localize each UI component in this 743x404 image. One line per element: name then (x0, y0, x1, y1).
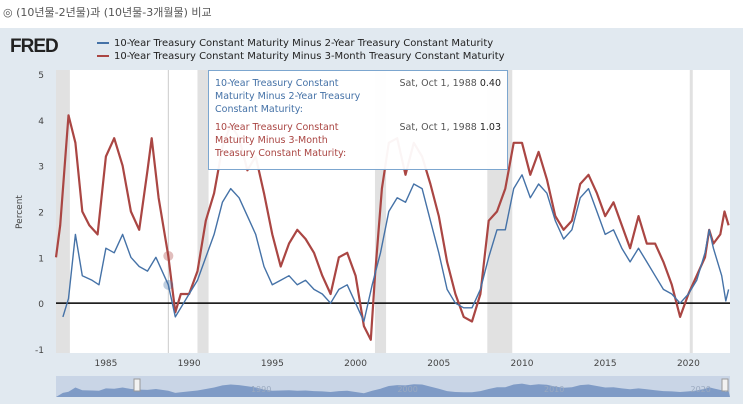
hover-marker (163, 250, 174, 261)
y-tick-label: 0 (38, 300, 44, 310)
navigator-label: 1990 (251, 385, 271, 394)
y-tick-label: -1 (35, 346, 44, 356)
y-tick-label: 3 (38, 163, 44, 173)
tooltip-value: 0.40 (479, 78, 501, 89)
x-tick-label: 1990 (178, 359, 201, 369)
legend-label: 10-Year Treasury Constant Maturity Minus… (114, 51, 505, 62)
legend-item-10y-2y[interactable]: 10-Year Treasury Constant Maturity Minus… (97, 38, 493, 49)
tooltip-date: Sat, Oct 1, 1988 (399, 122, 477, 133)
tooltip-row-10y-2y: 10-Year Treasury Constant Maturity Minus… (215, 77, 501, 116)
x-tick-label: 1995 (261, 359, 284, 369)
x-tick-label: 2000 (344, 359, 367, 369)
recession-band (56, 70, 70, 353)
x-tick-label: 2015 (594, 359, 617, 369)
tooltip-date: Sat, Oct 1, 1988 (399, 78, 477, 89)
tooltip: 10-Year Treasury Constant Maturity Minus… (208, 70, 508, 170)
x-tick-label: 2010 (511, 359, 534, 369)
navigator-handle[interactable] (721, 378, 729, 392)
navigator-handle[interactable] (133, 378, 141, 392)
navigator-label: 2010 (544, 385, 564, 394)
legend-item-10y-3m[interactable]: 10-Year Treasury Constant Maturity Minus… (97, 51, 505, 62)
tooltip-value: 1.03 (479, 122, 501, 133)
navigator-label: 2000 (397, 385, 417, 394)
legend-label: 10-Year Treasury Constant Maturity Minus… (114, 38, 494, 49)
tooltip-row-10y-3m: 10-Year Treasury Constant Maturity Minus… (215, 121, 501, 160)
tooltip-label: 10-Year Treasury Constant Maturity Minus… (215, 122, 347, 159)
legend-swatch (97, 55, 109, 57)
y-axis-label: Percent (15, 195, 25, 229)
tooltip-label: 10-Year Treasury Constant Maturity Minus… (215, 78, 361, 115)
legend-swatch (97, 42, 109, 44)
hover-marker (163, 279, 174, 290)
x-tick-label: 2020 (677, 359, 700, 369)
recession-band (197, 70, 209, 353)
series-line (62, 174, 730, 323)
y-tick-label: 4 (38, 117, 44, 127)
navigator-label: 2020 (691, 385, 711, 394)
x-tick-label: 1985 (94, 359, 117, 369)
page-heading: ◎ (10년물-2년물)과 (10년물-3개월물) 비교 (3, 6, 212, 19)
y-tick-label: 1 (38, 254, 44, 264)
y-tick-label: 5 (38, 71, 44, 81)
y-tick-label: 2 (38, 209, 44, 219)
recession-band (689, 70, 693, 353)
x-tick-label: 2005 (427, 359, 450, 369)
fred-logo: FRED (10, 36, 59, 57)
navigator-series (56, 383, 730, 397)
